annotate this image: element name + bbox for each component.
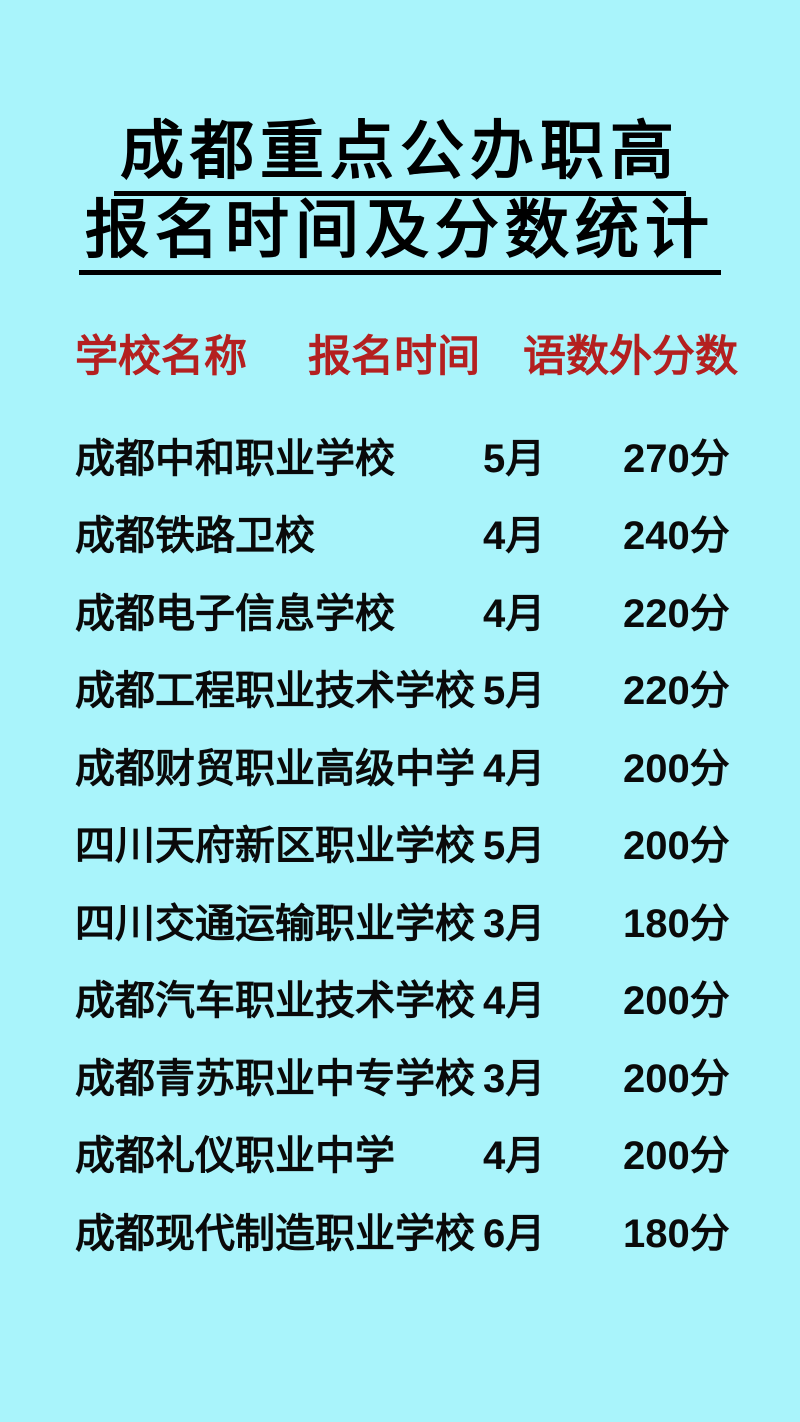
month-cell: 5月 <box>483 824 546 869</box>
score-cell: 200分 <box>623 1056 730 1101</box>
score-cell: 200分 <box>623 979 730 1024</box>
table-row: 成都工程职业技术学校 5月 220分 <box>0 649 800 727</box>
score-cell: 220分 <box>623 669 730 714</box>
table-header-row: 学校名称 报名时间 语数外分数 <box>0 322 800 384</box>
school-cell: 成都汽车职业技术学校 <box>75 979 475 1024</box>
month-cell: 5月 <box>483 436 546 481</box>
month-cell: 4月 <box>483 591 546 636</box>
score-cell: 180分 <box>623 901 730 946</box>
table-row: 四川天府新区职业学校 5月 200分 <box>0 804 800 882</box>
school-cell: 成都礼仪职业中学 <box>75 1134 395 1179</box>
school-cell: 成都工程职业技术学校 <box>75 669 475 714</box>
score-cell: 270分 <box>623 436 730 481</box>
table-rows: 成都中和职业学校 5月 270分 成都铁路卫校 4月 240分 成都电子信息学校… <box>0 416 800 1269</box>
score-cell: 200分 <box>623 824 730 869</box>
month-cell: 4月 <box>483 746 546 791</box>
school-cell: 成都青苏职业中专学校 <box>75 1056 475 1101</box>
table-row: 成都青苏职业中专学校 3月 200分 <box>0 1036 800 1114</box>
table-row: 成都铁路卫校 4月 240分 <box>0 494 800 572</box>
table-row: 四川交通运输职业学校 3月 180分 <box>0 881 800 959</box>
school-cell: 成都中和职业学校 <box>75 436 395 481</box>
column-header-month: 报名时间 <box>308 333 480 381</box>
table-row: 成都财贸职业高级中学 4月 200分 <box>0 726 800 804</box>
column-header-score: 语数外分数 <box>523 333 738 381</box>
table-row: 成都中和职业学校 5月 270分 <box>0 416 800 494</box>
month-cell: 4月 <box>483 979 546 1024</box>
column-header-school: 学校名称 <box>75 333 247 381</box>
school-cell: 成都电子信息学校 <box>75 591 395 636</box>
month-cell: 4月 <box>483 514 546 559</box>
school-cell: 成都现代制造职业学校 <box>75 1211 475 1256</box>
school-cell: 成都铁路卫校 <box>75 514 315 559</box>
score-cell: 200分 <box>623 746 730 791</box>
score-cell: 240分 <box>623 514 730 559</box>
school-cell: 成都财贸职业高级中学 <box>75 746 475 791</box>
page-title-line-1: 成都重点公办职高 <box>114 120 686 196</box>
table-row: 成都礼仪职业中学 4月 200分 <box>0 1114 800 1192</box>
month-cell: 3月 <box>483 901 546 946</box>
score-cell: 200分 <box>623 1134 730 1179</box>
page-title: 成都重点公办职高 报名时间及分数统计 <box>0 120 800 278</box>
table-row: 成都现代制造职业学校 6月 180分 <box>0 1191 800 1269</box>
score-cell: 180分 <box>623 1211 730 1256</box>
month-cell: 6月 <box>483 1211 546 1256</box>
score-cell: 220分 <box>623 591 730 636</box>
month-cell: 3月 <box>483 1056 546 1101</box>
table-row: 成都汽车职业技术学校 4月 200分 <box>0 959 800 1037</box>
table-row: 成都电子信息学校 4月 220分 <box>0 571 800 649</box>
page-title-line-2: 报名时间及分数统计 <box>79 199 721 275</box>
school-cell: 四川天府新区职业学校 <box>75 824 475 869</box>
school-cell: 四川交通运输职业学校 <box>75 901 475 946</box>
month-cell: 4月 <box>483 1134 546 1179</box>
month-cell: 5月 <box>483 669 546 714</box>
